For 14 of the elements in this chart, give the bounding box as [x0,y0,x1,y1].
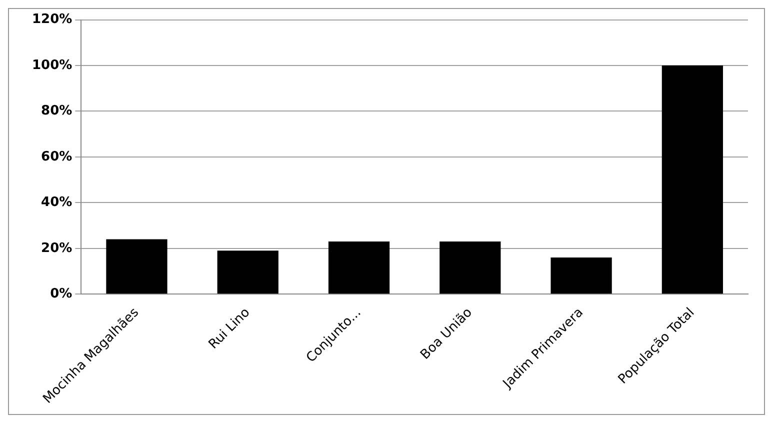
bar [328,242,390,294]
y-tick-label: 120% [32,12,72,28]
bar [217,250,278,294]
y-tick-label: 40% [41,195,72,210]
bar [106,239,168,294]
y-tick-label: 60% [41,149,72,164]
y-tick-label: 0% [50,286,72,302]
y-tick-label: 20% [41,240,72,256]
bar [550,258,612,294]
bar [662,66,723,294]
y-tick-label: 80% [41,104,72,119]
x-tick-label: Rui Lino [206,305,254,352]
bar [440,242,501,294]
y-tick-label: 100% [32,58,72,73]
